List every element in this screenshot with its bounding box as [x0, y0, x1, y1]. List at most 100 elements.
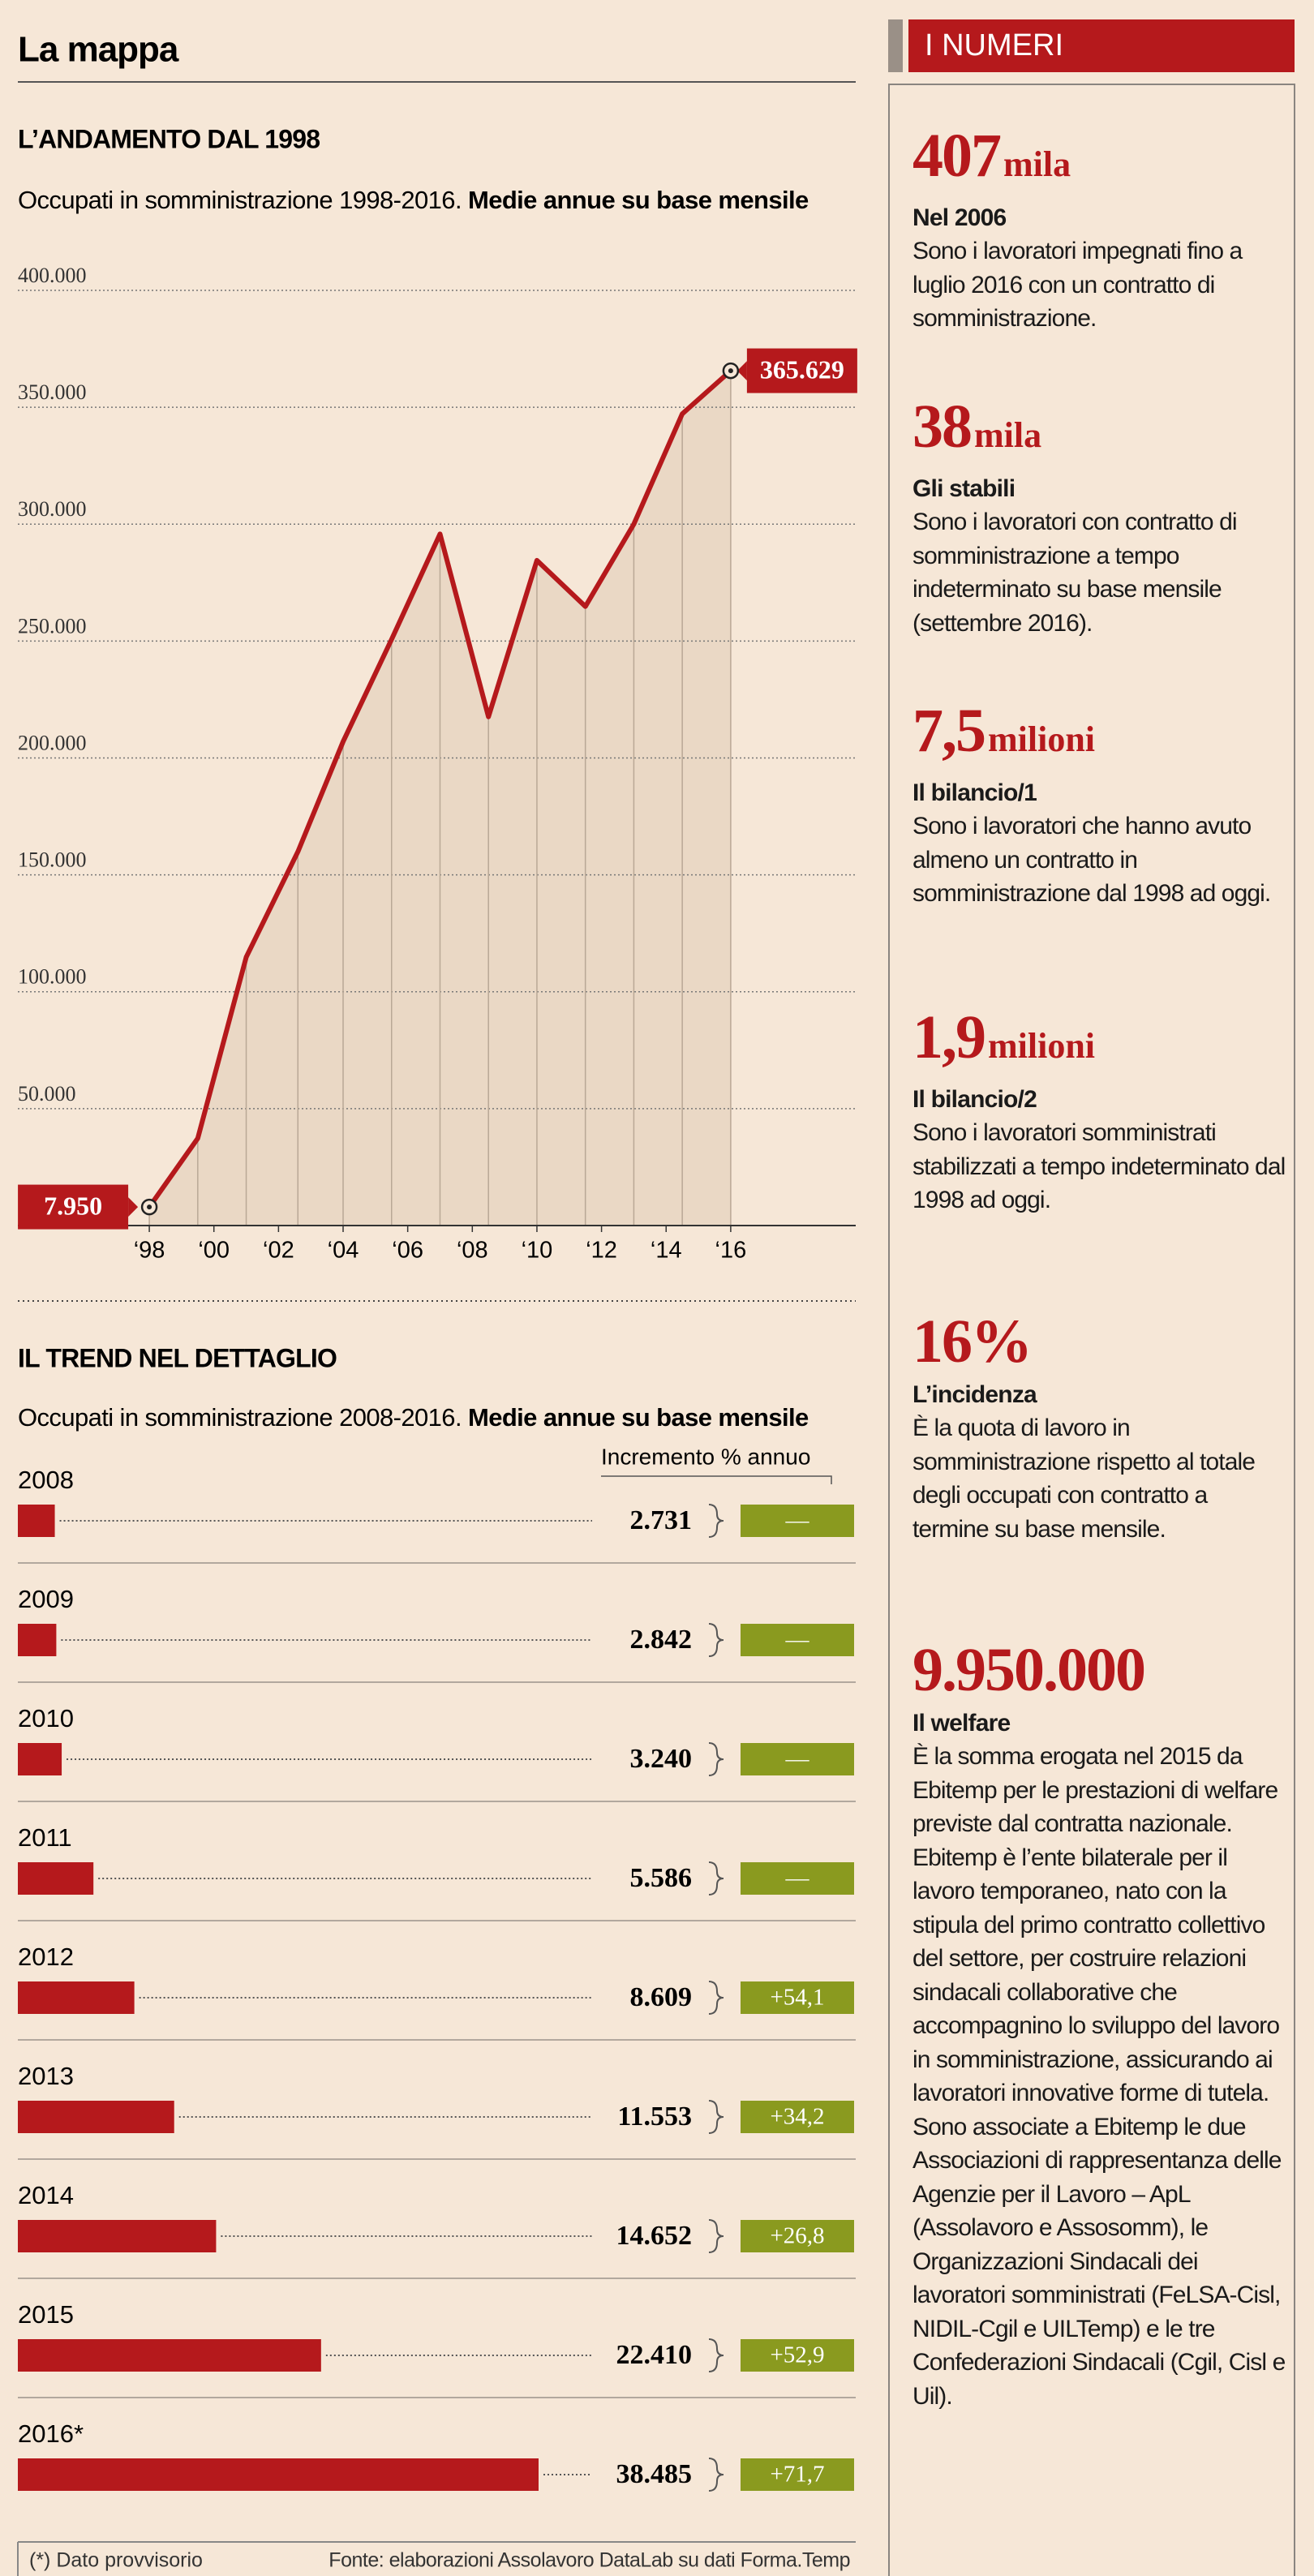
- increment-label: —: [785, 1627, 810, 1653]
- bar: [18, 1505, 55, 1537]
- fact-unit: milioni: [988, 1026, 1096, 1066]
- fact: 407mila Nel 2006 Sono i lavoratori impegna…: [912, 123, 1287, 336]
- increment-label: +34,2: [770, 2104, 824, 2130]
- fact-text: È la quota di lavoro in somministrazione…: [912, 1415, 1256, 1543]
- brace: [708, 2338, 724, 2372]
- bar: [18, 2458, 539, 2491]
- x-tick-label: ‘02: [263, 1238, 294, 1264]
- brace: [708, 1861, 724, 1896]
- brace: [708, 2219, 724, 2253]
- increment-box: [741, 1743, 854, 1775]
- x-tick-label: ‘06: [392, 1238, 423, 1264]
- increment-label: +54,1: [770, 1985, 824, 2011]
- fact-number: 9.950.000: [912, 1638, 1287, 1702]
- y-tick-label: 150.000: [18, 848, 87, 872]
- subtitle: Occupati in somministrazione 1998-2016. …: [18, 186, 809, 214]
- increment-box: [741, 1981, 854, 2014]
- brace: [708, 2100, 724, 2134]
- fact-heading: Il bilancio/1: [912, 779, 1037, 806]
- category-label: 2012: [18, 1943, 74, 1971]
- legend-bracket: [601, 1475, 832, 1484]
- category-label: 2015: [18, 2300, 74, 2329]
- y-tick-label: 100.000: [18, 965, 87, 989]
- value-label: 22.410: [616, 2340, 693, 2370]
- category-label: 2008: [18, 1466, 74, 1494]
- y-tick-label: 250.000: [18, 614, 87, 638]
- fact-heading: Il welfare: [912, 1710, 1011, 1737]
- subtitle-bold: Medie annue su base mensile: [468, 1403, 809, 1432]
- fact: 7,5milioni Il bilancio/1 Sono i lavoratori…: [912, 698, 1287, 911]
- brace: [708, 1623, 724, 1657]
- value-label: 3.240: [630, 1744, 693, 1774]
- page-title: La mappa: [18, 30, 179, 70]
- fact-value: 16%: [912, 1307, 1033, 1376]
- y-tick-label: 200.000: [18, 731, 87, 754]
- x-tick-label: ‘14: [651, 1238, 682, 1264]
- subtitle-text: Occupati in somministrazione 2008-2016.: [18, 1403, 462, 1432]
- bar: [18, 2339, 321, 2372]
- fact-heading: L’incidenza: [912, 1381, 1037, 1408]
- side-header-tab: [888, 19, 903, 72]
- increment-box: [741, 2458, 854, 2491]
- value-label: 2.731: [630, 1505, 693, 1535]
- bar: [18, 1624, 57, 1656]
- x-tick-label: ‘98: [134, 1238, 165, 1264]
- bar: [18, 1981, 135, 2014]
- x-tick-label: ‘04: [328, 1238, 359, 1264]
- value-label: 7.950: [44, 1191, 102, 1220]
- category-label: 2013: [18, 2062, 74, 2090]
- fact-unit: mila: [1003, 144, 1071, 184]
- fact-value: 38: [912, 393, 973, 461]
- fact-text: Sono i lavoratori somministrati stabiliz…: [912, 1119, 1286, 1213]
- fact-heading: Nel 2006: [912, 204, 1007, 231]
- fact-unit: mila: [974, 415, 1042, 455]
- y-tick-label: 300.000: [18, 497, 87, 521]
- category-label: 2016*: [18, 2419, 84, 2448]
- increment-label: +26,8: [770, 2223, 824, 2249]
- fact-text: Sono i lavoratori impegnati fino a lugli…: [912, 238, 1243, 332]
- x-tick-label: ‘08: [457, 1238, 488, 1264]
- x-tick-label: ‘00: [198, 1238, 230, 1264]
- x-tick-label: ‘16: [715, 1238, 747, 1264]
- fact-number: 16%: [912, 1309, 1287, 1374]
- fact-number: 38mila: [912, 394, 1287, 468]
- value-label: 11.553: [617, 2102, 692, 2132]
- increment-label: +52,9: [770, 2342, 824, 2368]
- brace: [708, 1742, 724, 1776]
- increment-box: [741, 1505, 854, 1537]
- bar: [18, 2101, 174, 2133]
- increment-label: +71,7: [770, 2462, 824, 2488]
- fact-value: 7,5: [912, 697, 986, 765]
- fact-unit: milioni: [988, 719, 1096, 759]
- fact-number: 1,9milioni: [912, 1005, 1287, 1079]
- value-label-box: [18, 1184, 129, 1230]
- fact: 1,9milioni Il bilancio/2 Sono i lavoratori…: [912, 1005, 1287, 1217]
- fact-text: Sono i lavoratori che hanno avuto almeno…: [912, 813, 1271, 907]
- value-label: 2.842: [630, 1625, 693, 1655]
- increment-box: [741, 2339, 854, 2372]
- section-title: L’ANDAMENTO DAL 1998: [18, 124, 320, 153]
- increment-box: [741, 1624, 854, 1656]
- brace: [708, 1981, 724, 2015]
- bar: [18, 1862, 94, 1895]
- y-tick-label: 50.000: [18, 1082, 76, 1106]
- value-label: 365.629: [760, 354, 844, 384]
- legend-label: Incremento % annuo: [601, 1444, 810, 1469]
- category-label: 2010: [18, 1704, 74, 1732]
- x-tick-label: ‘10: [522, 1238, 553, 1264]
- fact-value: 407: [912, 122, 1002, 190]
- fact-number: 407mila: [912, 123, 1287, 197]
- value-label-pointer: [128, 1197, 139, 1217]
- category-label: 2009: [18, 1585, 74, 1613]
- increment-box: [741, 2220, 854, 2252]
- value-label-box: [746, 348, 857, 393]
- increment-label: —: [785, 1865, 810, 1891]
- fact-heading: Gli stabili: [912, 475, 1016, 502]
- value-label: 38.485: [616, 2459, 693, 2489]
- fact-value: 1,9: [912, 1003, 986, 1071]
- increment-box: [741, 2101, 854, 2133]
- section-title: IL TREND NEL DETTAGLIO: [18, 1343, 337, 1372]
- fact-number: 7,5milioni: [912, 698, 1287, 772]
- category-label: 2011: [18, 1823, 72, 1852]
